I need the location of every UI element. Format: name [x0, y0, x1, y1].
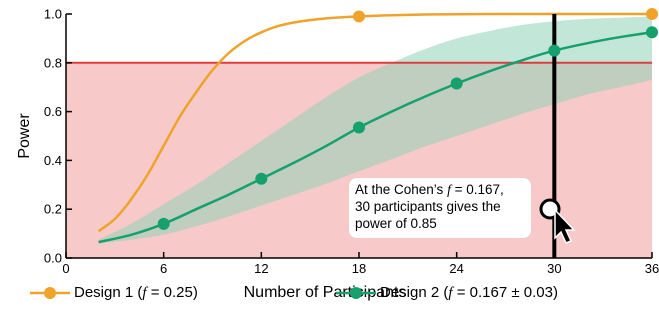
x-axis-label: Number of Participants — [244, 284, 407, 301]
design-2-point-30 — [548, 44, 561, 57]
design-2-point-18 — [353, 121, 365, 134]
y-tick-label: 0.8 — [44, 55, 62, 70]
callout-line-3: power of 0.85 — [355, 216, 437, 231]
legend-marker-design-2 — [336, 287, 376, 299]
design-2-point-24 — [450, 77, 463, 90]
y-axis-label: Power — [16, 113, 33, 159]
x-tick-label: 36 — [645, 261, 659, 276]
design-1-point-18 — [353, 10, 365, 23]
legend-design-2: Design 2 (f = 0.167 ± 0.03) — [336, 282, 558, 304]
x-tick-label: 30 — [547, 261, 561, 276]
callout-line-1: At the Cohen’s f = 0.167, — [355, 182, 504, 197]
legend-label-design-2: Design 2 (f = 0.167 ± 0.03) — [380, 284, 558, 301]
y-tick-label: 0.2 — [44, 202, 62, 217]
design-2-point-6 — [157, 217, 170, 230]
x-tick-label: 24 — [449, 261, 463, 276]
design-2-confidence-band — [98, 16, 653, 244]
design-2-point-36 — [646, 26, 658, 39]
design-1-point-36 — [646, 8, 658, 20]
y-tick-label: 0.0 — [44, 251, 62, 266]
x-tick-label: 0 — [62, 261, 69, 276]
design-2-point-12 — [255, 172, 268, 185]
design-1-line — [97, 12, 652, 233]
legend-design-1: Design 1 (f = 0.25) — [30, 282, 198, 304]
y-tick-label: 0.4 — [44, 153, 62, 168]
legend-marker-design-1 — [30, 287, 70, 299]
y-tick-label: 0.6 — [44, 104, 62, 119]
legend-label-design-1: Design 1 (f = 0.25) — [74, 284, 198, 301]
annotation-callout: At the Cohen’s f = 0.167, 30 participant… — [349, 178, 531, 238]
x-tick-label: 12 — [254, 261, 268, 276]
x-tick-label: 18 — [352, 261, 366, 276]
callout-line-2: 30 participants gives the — [355, 199, 501, 214]
y-tick-label: 1.0 — [44, 7, 62, 22]
x-tick-label: 6 — [160, 261, 167, 276]
